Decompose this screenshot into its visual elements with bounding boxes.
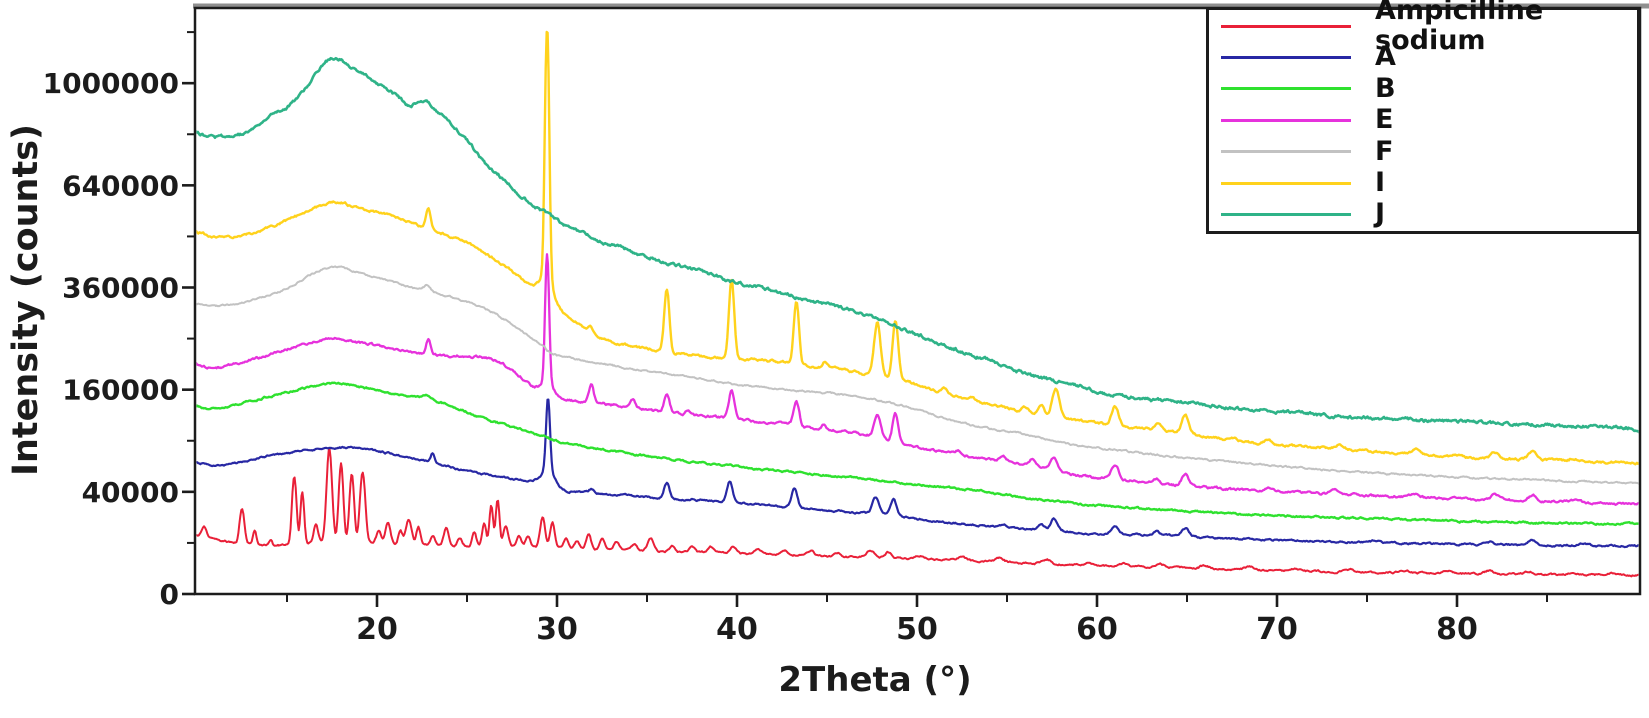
legend-line-sample bbox=[1221, 24, 1351, 28]
legend-item-b: B bbox=[1209, 73, 1637, 105]
legend-line-sample bbox=[1221, 55, 1351, 59]
curve-b bbox=[196, 381, 1639, 527]
curve-i bbox=[196, 30, 1639, 466]
legend: Ampicilline sodium A B E F I J bbox=[1206, 0, 1640, 234]
legend-item-i: I bbox=[1209, 167, 1637, 199]
legend-label: J bbox=[1375, 198, 1386, 230]
legend-line-sample bbox=[1221, 181, 1351, 185]
x-tick-label: 20 bbox=[356, 612, 398, 647]
x-tick-label: 50 bbox=[896, 612, 938, 647]
y-tick-label: 0 bbox=[160, 578, 179, 611]
legend-item-j: J bbox=[1209, 198, 1637, 230]
y-tick-label: 360000 bbox=[62, 272, 179, 305]
curve-ampicilline-sodium bbox=[196, 448, 1639, 578]
legend-line-sample bbox=[1221, 212, 1351, 216]
curve-e bbox=[196, 253, 1639, 506]
legend-item-f: F bbox=[1209, 136, 1637, 168]
y-tick-label: 1000000 bbox=[43, 67, 179, 100]
y-tick-label: 640000 bbox=[62, 169, 179, 202]
legend-item-a: A bbox=[1209, 41, 1637, 73]
y-axis-title: Intensity (counts) bbox=[6, 123, 46, 477]
x-tick-label: 40 bbox=[716, 612, 758, 647]
legend-label: I bbox=[1375, 167, 1386, 198]
legend-line-sample bbox=[1221, 87, 1351, 91]
y-tick-label: 160000 bbox=[62, 374, 179, 407]
x-tick-label: 30 bbox=[536, 612, 578, 647]
x-tick-label: 70 bbox=[1256, 612, 1298, 647]
curve-a bbox=[196, 398, 1639, 549]
y-tick-label: 40000 bbox=[82, 476, 179, 509]
legend-label: E bbox=[1375, 104, 1394, 136]
legend-label: F bbox=[1375, 135, 1394, 167]
x-tick-label: 60 bbox=[1076, 612, 1118, 647]
curve-f bbox=[196, 265, 1639, 485]
x-tick-label: 80 bbox=[1436, 612, 1478, 647]
x-axis-title: 2Theta (°) bbox=[778, 660, 972, 700]
legend-label: B bbox=[1375, 72, 1396, 104]
legend-line-sample bbox=[1221, 118, 1351, 122]
legend-item-e: E bbox=[1209, 104, 1637, 136]
legend-item-ampicilline-sodium: Ampicilline sodium bbox=[1209, 0, 1637, 56]
legend-label: A bbox=[1375, 41, 1396, 73]
legend-line-sample bbox=[1221, 150, 1351, 154]
legend-label: Ampicilline sodium bbox=[1375, 0, 1544, 56]
curve-j bbox=[196, 56, 1639, 434]
